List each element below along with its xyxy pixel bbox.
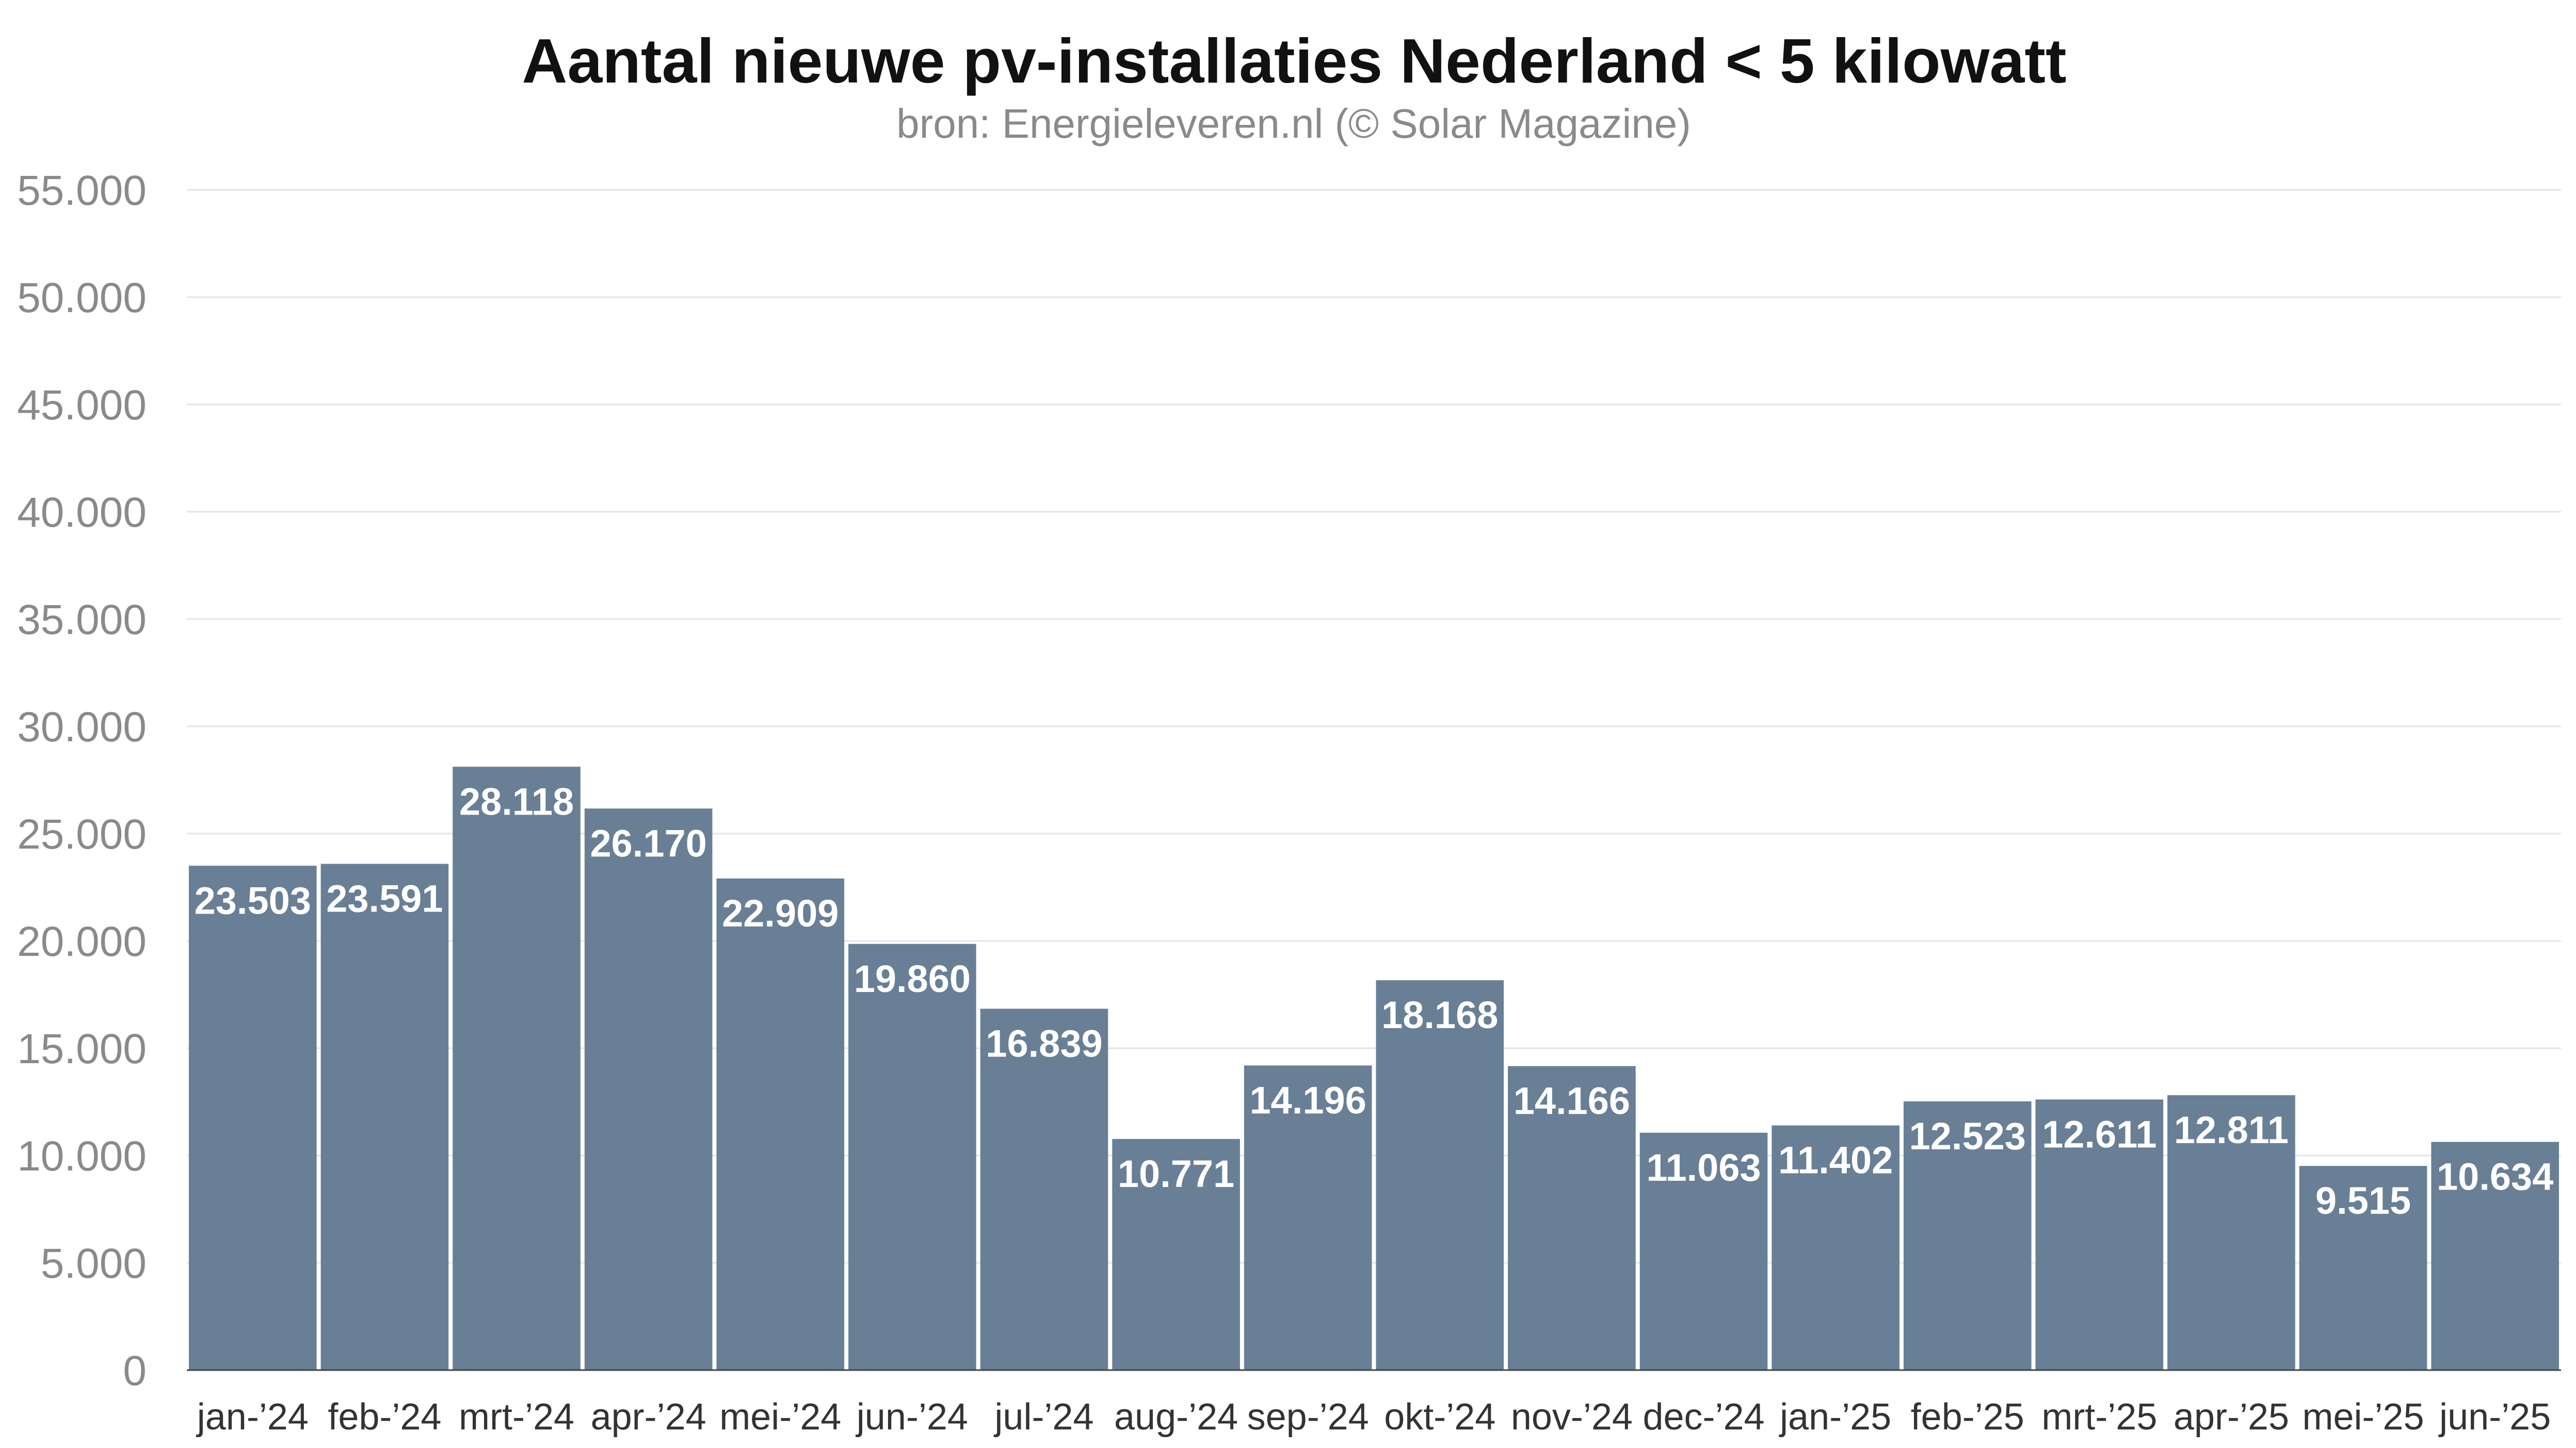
- value-label: 12.811: [2174, 1109, 2289, 1151]
- y-tick-label: 30.000: [17, 704, 147, 751]
- y-tick-label: 20.000: [17, 918, 147, 965]
- bar: [1244, 1065, 1372, 1370]
- x-tick-label: mei-’24: [719, 1396, 841, 1438]
- chart-subtitle: bron: Energieleveren.nl (© Solar Magazin…: [896, 101, 1691, 147]
- value-label: 10.634: [2437, 1156, 2553, 1198]
- chart-title: Aantal nieuwe pv-installaties Nederland …: [522, 26, 2067, 96]
- x-tick-label: mrt-’25: [2041, 1396, 2157, 1438]
- y-tick-label: 50.000: [17, 274, 147, 321]
- bar: [1772, 1125, 1899, 1370]
- bar: [320, 864, 449, 1370]
- x-tick-label: mei-’25: [2303, 1396, 2424, 1438]
- y-tick-label: 25.000: [17, 811, 147, 858]
- bars: [189, 767, 2559, 1370]
- bar: [2035, 1099, 2164, 1370]
- value-label: 14.196: [1250, 1079, 1366, 1121]
- value-label: 23.591: [326, 877, 443, 920]
- value-label: 19.860: [854, 957, 971, 1000]
- bar: [2299, 1166, 2427, 1370]
- x-tick-label: jul-’24: [993, 1396, 1093, 1438]
- x-tick-label: jun-’25: [2438, 1396, 2551, 1438]
- value-label: 9.515: [2315, 1179, 2411, 1222]
- x-tick-label: nov-’24: [1511, 1396, 1633, 1438]
- value-label: 16.839: [986, 1022, 1102, 1065]
- bar: [1903, 1101, 2032, 1370]
- x-tick-label: okt-’24: [1384, 1396, 1495, 1438]
- y-tick-label: 35.000: [17, 596, 147, 643]
- bar: [453, 767, 581, 1370]
- gridlines: [187, 189, 2561, 1264]
- y-axis-tick-labels: 0 5.000 10.000 15.000 20.000 25.000 30.000 35.0…: [17, 167, 147, 1394]
- bar: [848, 943, 976, 1370]
- bar: [189, 866, 317, 1370]
- value-label: 28.118: [459, 780, 574, 823]
- value-label: 11.402: [1778, 1139, 1893, 1182]
- x-tick-label: feb-’25: [1911, 1396, 2024, 1438]
- bar: [716, 878, 845, 1370]
- bar: [1376, 980, 1504, 1370]
- y-tick-label: 5.000: [41, 1240, 147, 1287]
- bar: [980, 1008, 1108, 1370]
- bar: [584, 808, 713, 1370]
- y-tick-label: 15.000: [17, 1026, 147, 1072]
- bar: [2431, 1142, 2559, 1370]
- value-label: 10.771: [1118, 1152, 1234, 1195]
- bar: [2167, 1095, 2295, 1370]
- x-tick-label: mrt-’24: [459, 1396, 574, 1438]
- bar: [1112, 1138, 1240, 1370]
- x-tick-label: apr-’24: [591, 1396, 706, 1438]
- value-labels: 23.503 23.591 28.118 26.170 22.909 19.860 16.8…: [195, 780, 2554, 1222]
- x-tick-label: jan-’25: [1779, 1396, 1891, 1438]
- value-label: 23.503: [195, 879, 311, 922]
- value-label: 12.523: [1909, 1115, 2026, 1158]
- x-tick-label: sep-’24: [1247, 1396, 1369, 1438]
- y-tick-label: 0: [123, 1347, 147, 1394]
- bar: [1639, 1132, 1768, 1370]
- x-tick-label: apr-’25: [2174, 1396, 2289, 1438]
- x-tick-label: jan-’24: [196, 1396, 309, 1438]
- value-label: 14.166: [1514, 1080, 1630, 1122]
- value-label: 26.170: [590, 822, 706, 865]
- y-tick-label: 55.000: [17, 167, 147, 214]
- y-tick-label: 10.000: [17, 1133, 147, 1180]
- x-tick-label: jun-’24: [856, 1396, 968, 1438]
- bar: [1508, 1066, 1636, 1370]
- y-tick-label: 45.000: [17, 382, 147, 429]
- x-axis-tick-labels: jan-’24 feb-’24 mrt-’24 apr-’24 mei-’24 jun-’…: [196, 1396, 2551, 1438]
- x-tick-label: aug-’24: [1114, 1396, 1238, 1438]
- x-tick-label: dec-’24: [1643, 1396, 1764, 1438]
- value-label: 11.063: [1646, 1146, 1761, 1189]
- y-tick-label: 40.000: [17, 489, 147, 536]
- x-tick-label: feb-’24: [328, 1396, 441, 1438]
- value-label: 22.909: [722, 892, 839, 935]
- value-label: 12.611: [2042, 1113, 2156, 1156]
- value-label: 18.168: [1381, 994, 1498, 1036]
